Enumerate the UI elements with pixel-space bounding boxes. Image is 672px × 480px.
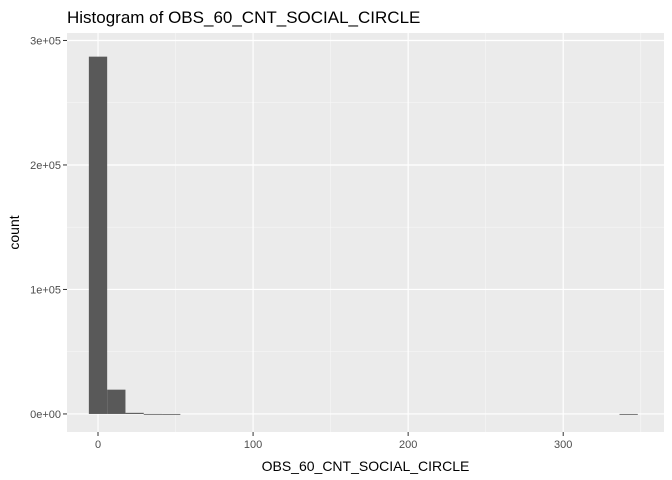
- x-tick-label: 300: [554, 439, 572, 451]
- histogram-bar: [88, 56, 108, 414]
- x-tick-label: 200: [399, 439, 417, 451]
- histogram-bar: [162, 413, 181, 415]
- y-tick-label: 3e+05: [30, 35, 61, 47]
- y-tick-label: 1e+05: [30, 284, 61, 296]
- chart-title: Histogram of OBS_60_CNT_SOCIAL_CIRCLE: [67, 8, 420, 27]
- y-axis-title: count: [6, 215, 22, 249]
- y-tick-label: 2e+05: [30, 160, 61, 172]
- histogram-bar: [107, 389, 126, 414]
- histogram-bar: [619, 413, 638, 415]
- x-axis: 0 100 200 300: [95, 432, 572, 451]
- y-axis: 0e+00 1e+05 2e+05 3e+05: [30, 35, 67, 421]
- histogram-bar: [125, 412, 144, 414]
- y-tick-label: 0e+00: [30, 409, 61, 421]
- x-axis-title: OBS_60_CNT_SOCIAL_CIRCLE: [262, 458, 470, 474]
- histogram-bar: [143, 413, 163, 415]
- x-tick-label: 100: [244, 439, 262, 451]
- histogram-bars: [88, 56, 638, 415]
- plot-panel: [67, 33, 664, 432]
- x-tick-label: 0: [95, 439, 101, 451]
